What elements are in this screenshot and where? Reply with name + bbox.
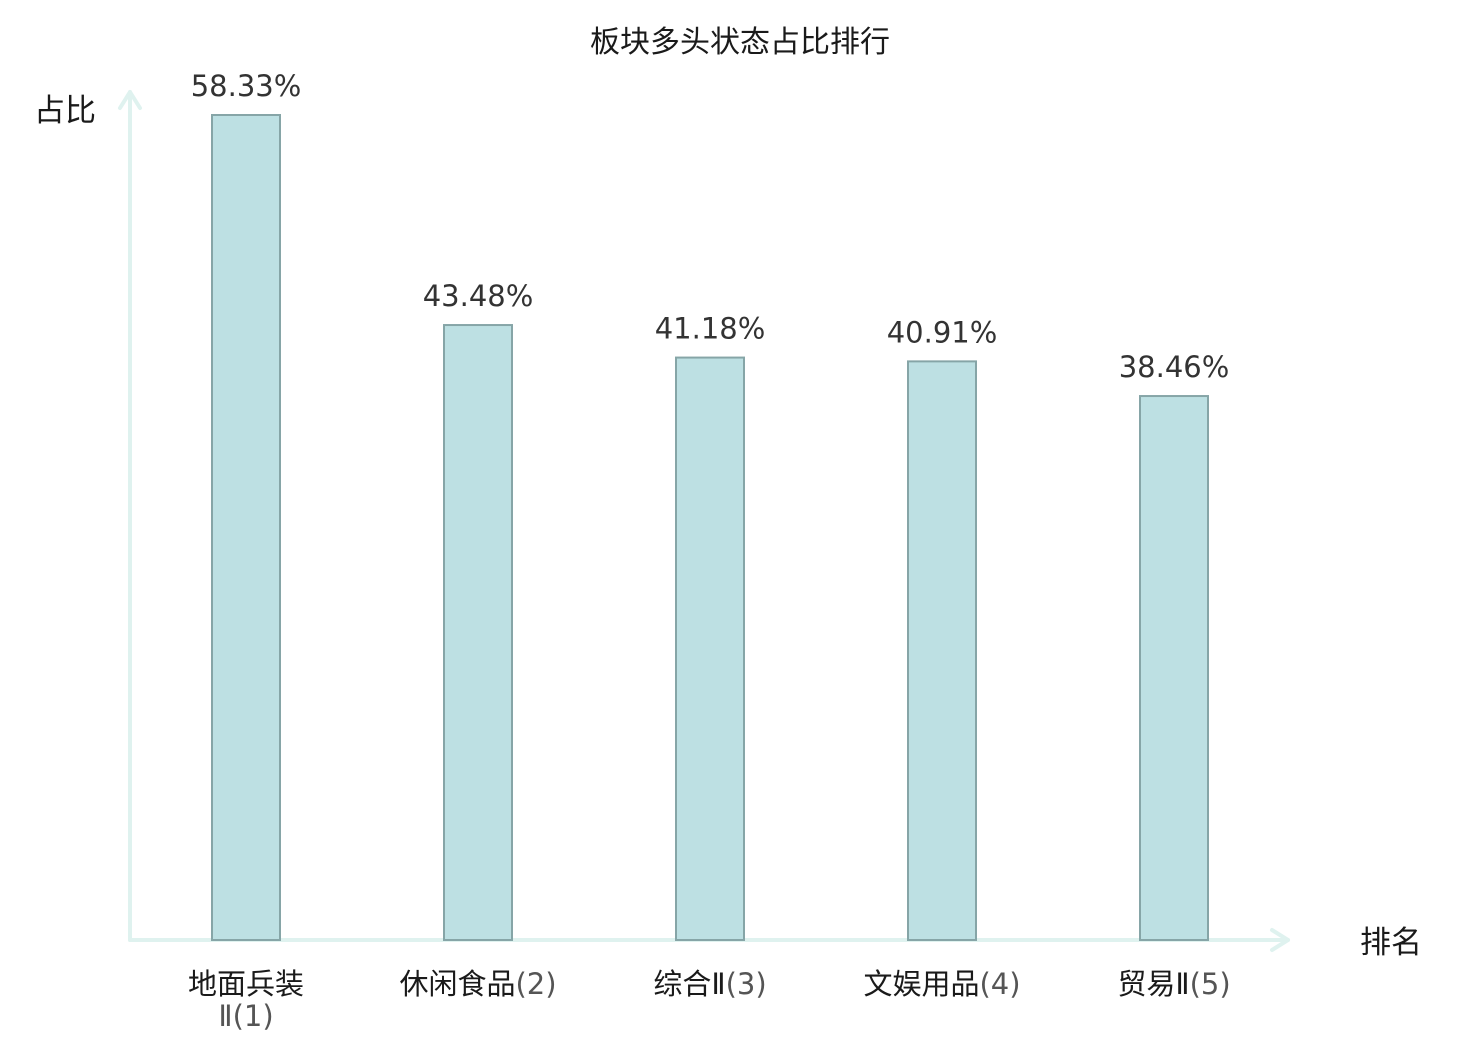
category-labels: 地面兵装 Ⅱ(1) 休闲食品(2) 综合Ⅱ(3) 文娱用品(4) 贸易Ⅱ(5)	[188, 967, 1231, 1033]
y-axis-arrow	[118, 90, 142, 110]
value-label-4: 40.91%	[887, 315, 998, 349]
value-label-2: 43.48%	[423, 279, 534, 313]
category-label-3: 综合Ⅱ(3)	[653, 967, 766, 1001]
x-axis-arrow	[1270, 928, 1290, 952]
category-label-5: 贸易Ⅱ(5)	[1117, 967, 1230, 1001]
category-label-4: 文娱用品(4)	[863, 967, 1020, 1001]
bar-2	[443, 324, 513, 941]
value-label-5: 38.46%	[1119, 350, 1230, 384]
value-labels: 58.33% 43.48% 41.18% 40.91% 38.46%	[191, 69, 1230, 384]
bar-3	[675, 356, 745, 942]
category-label-2: 休闲食品(2)	[399, 967, 556, 1001]
value-label-3: 41.18%	[655, 312, 766, 346]
bar-1	[211, 114, 281, 941]
category-label-1: 地面兵装 Ⅱ(1)	[188, 967, 304, 1033]
value-label-1: 58.33%	[191, 69, 302, 103]
bar-4	[907, 360, 977, 942]
chart-title: 板块多头状态占比排行	[590, 25, 890, 60]
bar-5	[1139, 395, 1209, 942]
bars	[211, 114, 1209, 942]
y-axis-label: 占比	[34, 93, 96, 129]
x-axis-label: 排名	[1360, 925, 1422, 961]
